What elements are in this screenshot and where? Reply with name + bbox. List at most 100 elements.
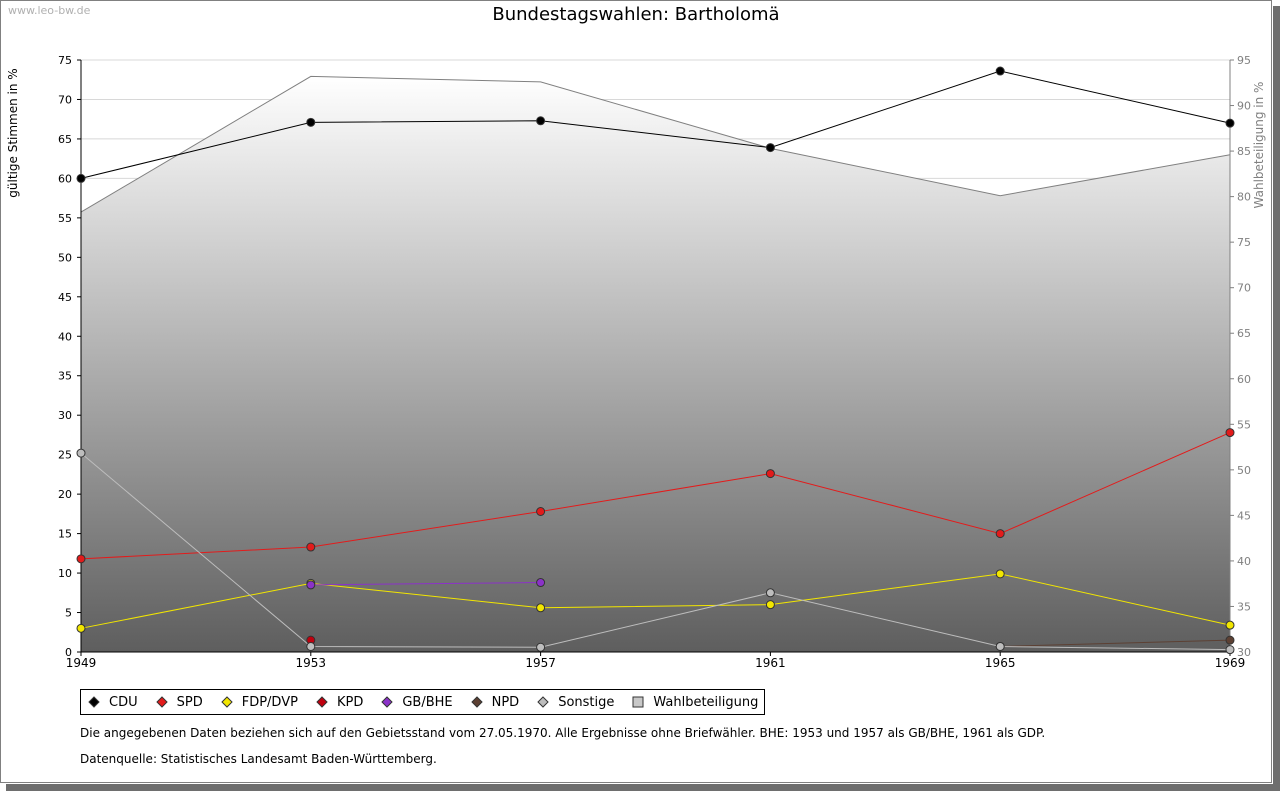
point-cdu-1949 <box>76 173 86 183</box>
point-spd-1957 <box>536 506 546 516</box>
x-tick-label: 1953 <box>296 656 327 670</box>
y2-tick-label: 65 <box>1237 327 1251 340</box>
point-gb-bhe-1957 <box>536 578 546 588</box>
point-cdu-1965 <box>995 66 1005 76</box>
legend-marker-fdp-dvp <box>221 696 233 708</box>
y2-tick-label: 80 <box>1237 191 1251 204</box>
legend-item-npd: NPD <box>468 694 520 710</box>
point-cdu-1953 <box>306 117 316 127</box>
legend-label-gb-bhe: GB/BHE <box>402 694 453 710</box>
x-tick-label: 1949 <box>66 656 97 670</box>
y-tick-label: 50 <box>58 251 72 264</box>
x-tick-label: 1969 <box>1215 656 1246 670</box>
legend-marker-wahlbeteiligung <box>632 696 644 708</box>
note-datenquelle: Datenquelle: Statistisches Landesamt Bad… <box>80 752 437 766</box>
y2-tick-label: 45 <box>1237 509 1251 522</box>
point-spd-1953 <box>306 542 316 552</box>
series-line-fdp-dvp <box>80 573 1231 629</box>
legend-marker-cdu <box>88 696 100 708</box>
point-sonstige-1965 <box>995 641 1005 651</box>
y2-tick-label: 50 <box>1237 464 1251 477</box>
frame-shadow-bottom <box>6 784 1280 791</box>
point-sonstige-1957 <box>536 642 546 652</box>
y-tick-label: 10 <box>58 567 72 580</box>
legend-marker-npd <box>470 696 483 708</box>
legend-label-npd: NPD <box>491 694 520 710</box>
point-fdp-dvp-1965 <box>995 569 1005 579</box>
y2-tick-label: 85 <box>1237 145 1251 158</box>
point-spd-1969 <box>1225 428 1235 438</box>
turnout-area <box>81 76 1230 652</box>
legend-item-kpd: KPD <box>313 695 363 710</box>
point-fdp-dvp-1961 <box>765 600 775 610</box>
point-sonstige-1949 <box>76 448 86 458</box>
series-line-gb-bhe <box>310 582 541 586</box>
y2-tick-label: 35 <box>1237 600 1251 613</box>
y2-tick-label: 70 <box>1237 282 1251 295</box>
point-cdu-1957 <box>536 116 546 126</box>
y-tick-label: 0 <box>65 646 72 659</box>
watermark: www.leo-bw.de <box>8 4 91 17</box>
y2-axis-label: Wahlbeteiligung in % <box>1252 82 1266 209</box>
y-tick-label: 25 <box>58 449 72 462</box>
legend-label-spd: SPD <box>176 694 203 710</box>
x-tick-label: 1965 <box>985 656 1016 670</box>
y2-tick-label: 75 <box>1237 236 1251 249</box>
point-sonstige-1961 <box>765 588 775 598</box>
y-tick-label: 40 <box>58 330 72 343</box>
legend-marker-sonstige <box>537 696 549 708</box>
y-tick-label: 55 <box>58 212 72 225</box>
y-tick-label: 5 <box>65 607 72 620</box>
point-cdu-1969 <box>1225 118 1235 128</box>
note-gebietsstand: Die angegebenen Daten beziehen sich auf … <box>80 726 1046 740</box>
legend-item-fdp-dvp: FDP/DVP <box>218 695 298 710</box>
point-spd-1965 <box>995 529 1005 539</box>
y2-tick-label: 60 <box>1237 373 1251 386</box>
point-npd-1969 <box>1225 635 1235 645</box>
y-tick-label: 35 <box>58 370 72 383</box>
y-tick-label: 75 <box>58 54 72 67</box>
legend-label-wahlbeteiligung: Wahlbeteiligung <box>653 694 759 710</box>
legend-marker-spd <box>155 696 168 708</box>
y2-tick-label: 40 <box>1237 555 1251 568</box>
point-cdu-1961 <box>765 143 775 153</box>
legend-item-cdu: CDU <box>85 695 138 710</box>
point-fdp-dvp-1949 <box>76 623 86 633</box>
point-gb-bhe-1953 <box>306 580 316 590</box>
y-tick-label: 45 <box>58 291 72 304</box>
legend: CDU SPD FDP/DVP KPD GB/BHE NPD Sonstige Wahlbet… <box>80 689 766 715</box>
frame-shadow-right <box>1273 6 1280 791</box>
legend-label-cdu: CDU <box>109 694 138 710</box>
point-fdp-dvp-1957 <box>536 603 546 613</box>
y-tick-label: 60 <box>58 172 72 185</box>
point-spd-1961 <box>765 469 775 479</box>
legend-item-gb-bhe: GB/BHE <box>378 694 453 710</box>
point-fdp-dvp-1969 <box>1225 620 1235 630</box>
y2-tick-label: 30 <box>1237 646 1251 659</box>
legend-item-spd: SPD <box>153 695 203 710</box>
y2-tick-label: 95 <box>1237 54 1251 67</box>
x-tick-label: 1957 <box>525 656 556 670</box>
y-axis-label: gültige Stimmen in % <box>6 68 20 197</box>
legend-marker-gb-bhe <box>381 696 394 708</box>
chart-title: Bundestagswahlen: Bartholomä <box>492 4 780 25</box>
legend-item-sonstige: Sonstige <box>534 695 614 710</box>
y-tick-label: 15 <box>58 528 72 541</box>
point-spd-1949 <box>76 554 86 564</box>
y-tick-label: 20 <box>58 488 72 501</box>
y-tick-label: 65 <box>58 133 72 146</box>
series-line-spd <box>80 432 1231 560</box>
legend-label-sonstige: Sonstige <box>558 694 615 710</box>
point-sonstige-1953 <box>306 641 316 651</box>
series-line-sonstige <box>80 452 1231 651</box>
series-line-npd <box>1000 639 1231 647</box>
y2-tick-label: 90 <box>1237 100 1251 113</box>
legend-label-fdp-dvp: FDP/DVP <box>241 694 298 710</box>
series-line-cdu <box>80 70 1231 179</box>
x-tick-label: 1961 <box>755 656 786 670</box>
y-tick-label: 70 <box>58 93 72 106</box>
y2-tick-label: 55 <box>1237 418 1251 431</box>
turnout-line <box>80 75 1231 213</box>
legend-item-wahlbeteiligung: Wahlbeteiligung <box>629 695 758 710</box>
